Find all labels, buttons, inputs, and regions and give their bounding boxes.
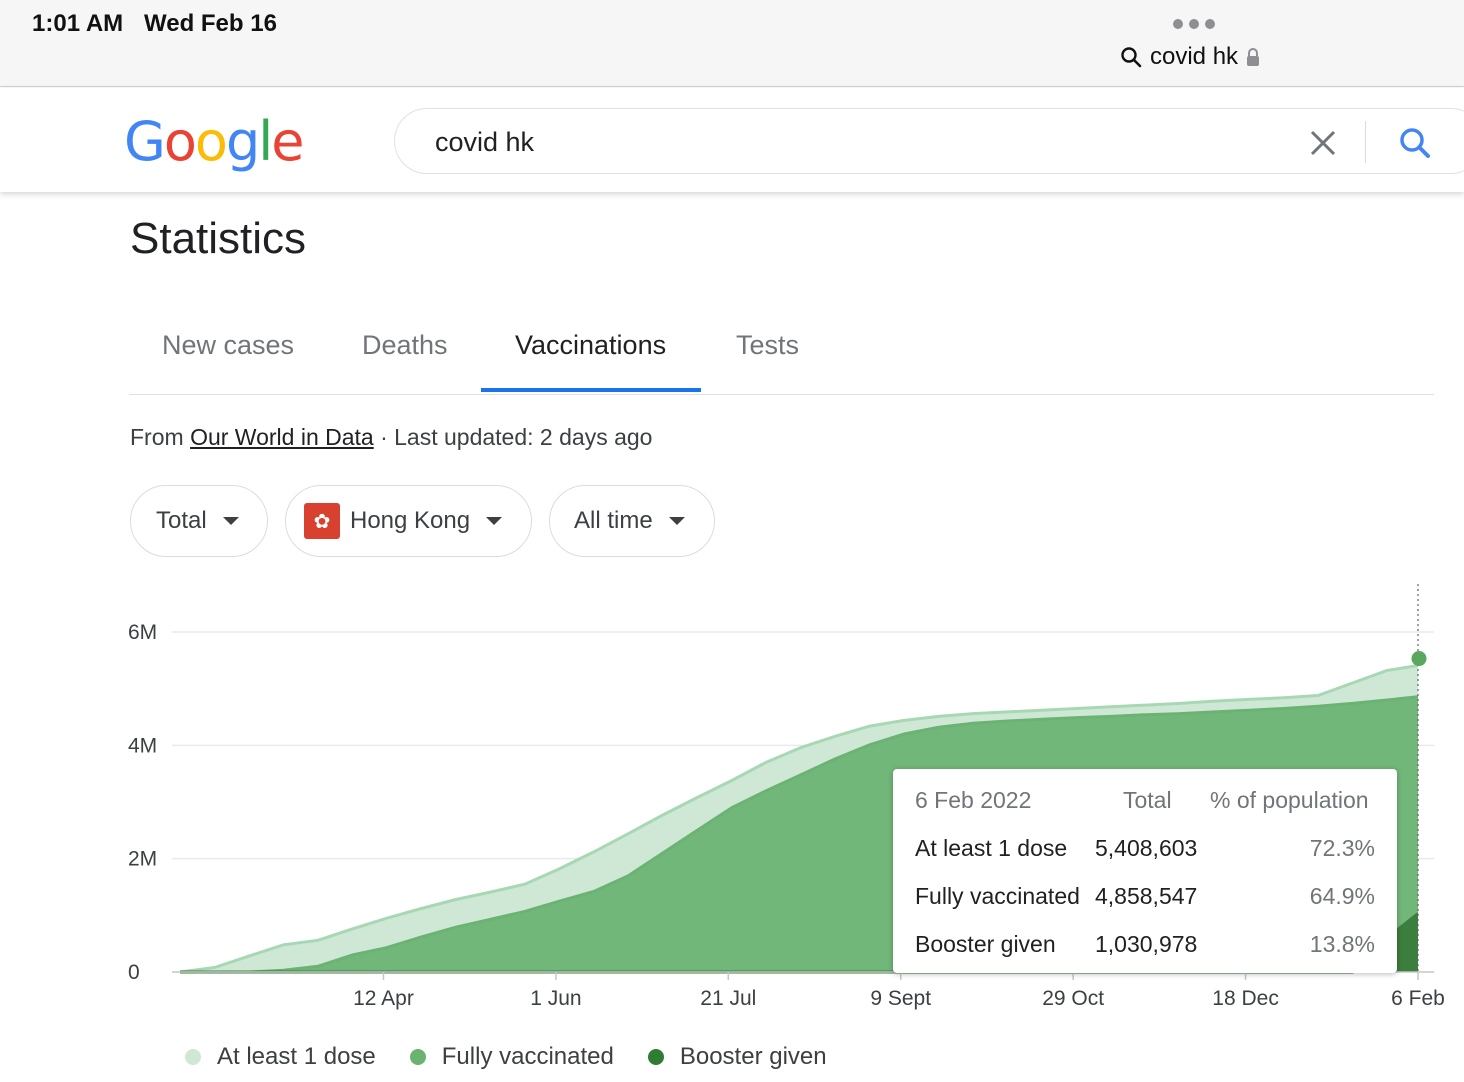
x-tick-label: 29 Oct [1042, 987, 1104, 1010]
google-logo[interactable]: Google [124, 110, 304, 173]
metric-dropdown-label: Total [156, 507, 207, 534]
status-date: Wed Feb 16 [144, 10, 277, 37]
region-dropdown-label: Hong Kong [350, 507, 471, 534]
tab-new-cases[interactable]: New cases [162, 330, 295, 360]
source-prefix: From [130, 424, 184, 450]
logo-letter: e [271, 110, 304, 173]
series-line-0 [179, 664, 1419, 974]
search-icon[interactable] [1395, 125, 1435, 161]
series-line-1 [180, 695, 1419, 974]
y-tick-label: 2M [128, 848, 157, 871]
y-tick-label: 4M [128, 734, 157, 757]
x-tick-label: 21 Jul [700, 987, 756, 1010]
legend-dot-icon [647, 1049, 664, 1065]
legend-item[interactable]: At least 1 dose [185, 1043, 376, 1071]
x-tick-label: 12 Apr [353, 987, 414, 1010]
more-options-icon[interactable] [1173, 19, 1215, 29]
legend-dot-icon [185, 1049, 201, 1065]
browser-status-bar: 1:01 AM Wed Feb 16 covid hk [0, 0, 1464, 87]
legend-label: Booster given [679, 1043, 827, 1070]
y-tick-label: 0 [128, 961, 140, 984]
chevron-down-icon [668, 517, 685, 525]
x-tick-label: 18 Dec [1212, 987, 1279, 1010]
tab-vaccinations[interactable]: Vaccinations [515, 330, 667, 360]
hong-kong-flag-icon: ✿ [304, 503, 340, 539]
search-divider [1365, 121, 1366, 163]
legend-label: Fully vaccinated [441, 1043, 614, 1070]
chevron-down-icon [486, 517, 503, 525]
time-range-dropdown-label: All time [574, 507, 653, 534]
address-bar[interactable]: covid hk [1120, 42, 1260, 72]
tooltip-pct-header: % of population [1210, 787, 1369, 813]
address-bar-text: covid hk [1150, 43, 1239, 70]
chart-tooltip: 6 Feb 2022 Total % of population At leas… [893, 769, 1397, 973]
hover-point [1411, 651, 1427, 667]
tooltip-row-total: 4,858,547 [1095, 883, 1198, 909]
status-time: 1:01 AM [32, 10, 124, 37]
chevron-down-icon [222, 517, 239, 525]
active-tab-indicator [481, 388, 701, 392]
tab-deaths[interactable]: Deaths [362, 330, 448, 360]
search-box[interactable]: covid hk [394, 108, 1464, 174]
search-icon [1121, 47, 1142, 68]
region-dropdown[interactable]: ✿ Hong Kong [285, 485, 532, 557]
tooltip-row-pct: 13.8% [1309, 931, 1375, 957]
tooltip-row-pct: 64.9% [1309, 883, 1375, 909]
tooltip-row-pct: 72.3% [1309, 835, 1375, 861]
logo-letter: G [124, 110, 166, 173]
legend-item[interactable]: Booster given [647, 1043, 827, 1071]
legend-dot-icon [409, 1049, 426, 1065]
data-source-line: From Our World in Data · Last updated: 2… [130, 424, 652, 451]
logo-letter: o [194, 110, 228, 173]
tooltip-row-label: At least 1 dose [915, 835, 1068, 861]
logo-letter: g [225, 110, 260, 173]
statistics-tabs: New cases Deaths Vaccinations Tests [129, 320, 1434, 395]
metric-dropdown[interactable]: Total [130, 485, 268, 557]
x-tick-label: 9 Sept [870, 987, 931, 1010]
tooltip-total-header: Total [1123, 787, 1172, 813]
lock-icon [1247, 48, 1260, 66]
tooltip-date: 6 Feb 2022 [915, 787, 1032, 813]
statistics-heading: Statistics [130, 214, 307, 263]
time-range-dropdown[interactable]: All time [549, 485, 715, 557]
legend-item[interactable]: Fully vaccinated [409, 1043, 614, 1071]
x-tick-label: 1 Jun [530, 987, 581, 1010]
legend-label: At least 1 dose [217, 1043, 376, 1070]
tab-tests[interactable]: Tests [736, 330, 800, 360]
logo-letter: l [258, 110, 273, 173]
y-tick-label: 6M [128, 621, 157, 644]
logo-letter: o [163, 110, 197, 173]
google-header: Google covid hk [0, 88, 1464, 192]
source-link[interactable]: Our World in Data [190, 424, 374, 450]
tooltip-row-total: 1,030,978 [1095, 931, 1198, 957]
tooltip-row-label: Booster given [915, 931, 1056, 957]
tooltip-row-label: Fully vaccinated [915, 883, 1080, 909]
chart-legend: At least 1 dose Fully vaccinated Booster g… [185, 1043, 861, 1071]
clear-icon[interactable] [1303, 125, 1343, 161]
search-input[interactable]: covid hk [435, 127, 535, 157]
tooltip-row-total: 5,408,603 [1095, 835, 1198, 861]
last-updated-text: · Last updated: 2 days ago [373, 424, 653, 450]
x-tick-label: 6 Feb [1391, 987, 1445, 1010]
